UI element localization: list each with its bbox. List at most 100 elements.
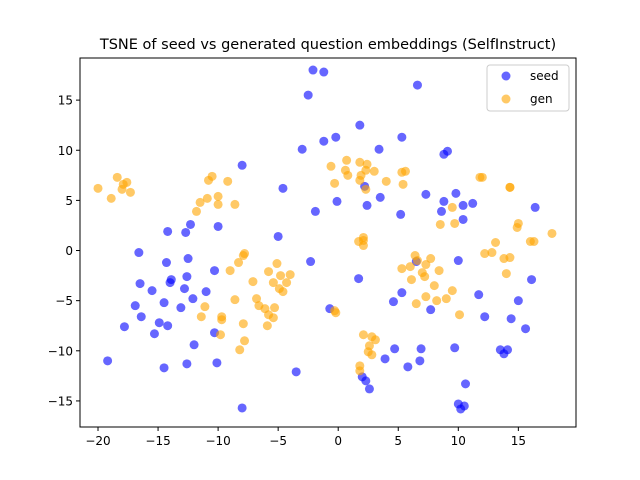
seed-point-26 (458, 214, 468, 224)
gen-point-4 (117, 184, 127, 194)
gen-point-62 (398, 179, 408, 189)
seed-point-35 (161, 258, 171, 268)
seed-point-86 (364, 384, 374, 394)
seed-point-11 (443, 146, 452, 156)
gen-point-66 (358, 235, 368, 245)
seed-point-56 (513, 296, 523, 306)
seed-point-62 (506, 314, 516, 324)
y-tick-label: 15 (58, 94, 73, 108)
seed-point-67 (521, 324, 531, 334)
gen-point-26 (240, 249, 250, 259)
x-tick-label: 10 (451, 434, 466, 448)
gen-point-81 (421, 260, 431, 270)
gen-point-100 (513, 218, 523, 228)
seed-point-18 (451, 188, 461, 198)
seed-point-40 (182, 272, 192, 282)
seed-point-44 (179, 284, 189, 294)
seed-point-39 (453, 256, 463, 266)
seed-point-74 (103, 356, 113, 366)
gen-point-92 (450, 218, 460, 228)
gen-point-84 (434, 266, 444, 276)
seed-point-2 (412, 80, 422, 90)
y-axis: −15 −10 −5 0 5 10 15 (48, 94, 80, 408)
x-tick-label: −20 (85, 434, 110, 448)
legend-label-seed: seed (530, 69, 559, 83)
series-gen (93, 155, 557, 376)
seed-point-89 (459, 401, 469, 411)
gen-point-72 (367, 350, 377, 360)
y-tick-label: −15 (48, 394, 73, 408)
seed-point-23 (362, 200, 372, 210)
seed-point-22 (332, 196, 342, 206)
gen-point-98 (505, 182, 515, 192)
gen-point-20 (196, 312, 206, 322)
series-seed (103, 65, 540, 414)
gen-point-24 (240, 336, 250, 346)
seed-point-51 (176, 303, 186, 313)
chart-title: TSNE of seed vs generated question embed… (99, 37, 556, 53)
legend-marker-gen (501, 94, 511, 104)
seed-point-19 (458, 200, 468, 210)
gen-point-9 (223, 176, 233, 186)
gen-point-91 (455, 310, 465, 320)
gen-point-59 (381, 176, 391, 186)
gen-point-12 (213, 199, 223, 209)
gen-point-57 (356, 170, 366, 180)
seed-point-29 (181, 227, 191, 237)
seed-point-64 (163, 321, 173, 331)
gen-point-83 (420, 272, 430, 282)
seed-point-84 (361, 376, 371, 386)
seed-point-17 (439, 196, 449, 206)
seed-point-21 (530, 202, 540, 212)
legend: seed gen (486, 64, 570, 112)
y-tick-label: 0 (65, 244, 73, 258)
gen-point-21 (225, 266, 235, 276)
seed-point-90 (237, 403, 247, 413)
gen-point-19 (216, 330, 226, 340)
gen-point-16 (200, 302, 210, 312)
seed-point-63 (119, 322, 129, 332)
seed-point-59 (136, 312, 146, 322)
seed-point-68 (189, 340, 199, 350)
gen-point-29 (272, 259, 282, 269)
x-tick-label: −5 (269, 434, 287, 448)
gen-point-14 (195, 197, 205, 207)
gen-point-105 (505, 253, 515, 263)
gen-point-108 (547, 228, 557, 238)
y-tick-label: 5 (65, 194, 73, 208)
gen-point-101 (491, 238, 501, 247)
gen-point-96 (477, 172, 487, 182)
gen-point-47 (342, 155, 352, 165)
x-tick-label: 15 (511, 434, 526, 448)
gen-point-87 (411, 299, 421, 309)
seed-point-0 (308, 65, 318, 75)
gen-point-61 (397, 167, 407, 177)
seed-point-61 (480, 312, 490, 322)
plot-frame (79, 57, 577, 428)
seed-point-75 (212, 358, 222, 368)
seed-point-1 (319, 67, 329, 77)
gen-point-11 (213, 191, 223, 201)
seed-point-45 (147, 286, 157, 296)
gen-point-55 (326, 161, 336, 171)
seed-point-27 (310, 206, 320, 216)
gen-point-10 (202, 193, 212, 203)
seed-point-9 (374, 144, 384, 154)
seed-point-20 (468, 198, 478, 208)
points-layer (93, 65, 557, 414)
seed-point-13 (278, 183, 288, 193)
seed-point-16 (421, 189, 431, 199)
gen-point-67 (358, 330, 368, 340)
gen-point-6 (106, 193, 116, 203)
gen-point-30 (264, 267, 274, 277)
x-tick-label: 0 (334, 434, 342, 448)
seed-point-7 (319, 136, 329, 146)
x-tick-label: 5 (394, 434, 402, 448)
gen-point-69 (370, 335, 380, 345)
seed-point-6 (397, 132, 407, 142)
seed-point-78 (380, 354, 390, 364)
seed-point-46 (201, 287, 211, 297)
gen-point-88 (432, 296, 442, 306)
gen-point-33 (248, 277, 258, 287)
